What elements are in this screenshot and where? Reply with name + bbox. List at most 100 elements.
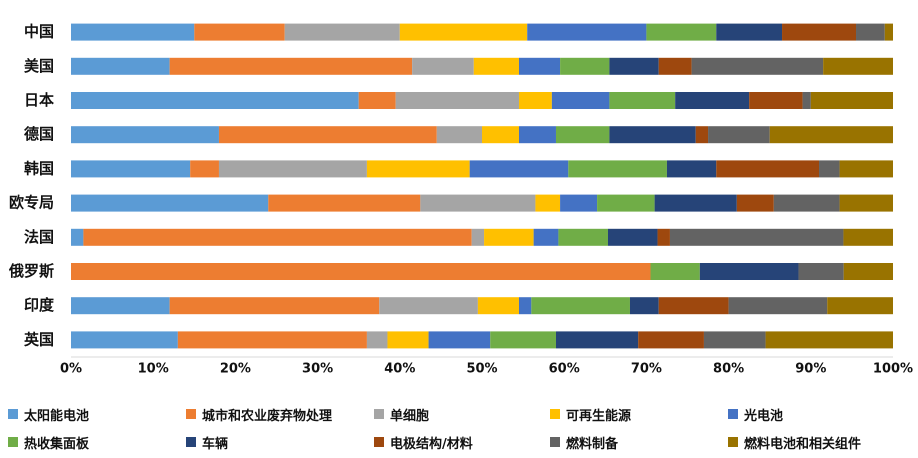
x-tick-label: 40% bbox=[384, 362, 415, 377]
bar-segment bbox=[379, 297, 478, 315]
x-tick-label: 60% bbox=[549, 362, 580, 377]
bar-segment bbox=[884, 23, 893, 41]
legend-item: 光电池 bbox=[728, 405, 908, 424]
bar-segment bbox=[71, 228, 84, 246]
bar-segment bbox=[827, 297, 893, 315]
bar-segment bbox=[558, 228, 608, 246]
legend-label: 车辆 bbox=[202, 436, 229, 452]
bar-segment bbox=[71, 126, 219, 144]
category-label: 欧专局 bbox=[9, 194, 54, 212]
bar-segment bbox=[782, 23, 857, 41]
bar-segment bbox=[843, 228, 893, 246]
legend-swatch bbox=[374, 409, 384, 419]
bar-segment bbox=[531, 297, 630, 315]
bar-segment bbox=[177, 331, 367, 349]
x-tick-label: 100% bbox=[873, 362, 913, 377]
bar-segment bbox=[268, 194, 421, 212]
bar-segment bbox=[708, 126, 770, 144]
legend-item: 车辆 bbox=[186, 433, 374, 452]
legend-label: 可再生能源 bbox=[566, 408, 632, 424]
legend-item: 太阳能电池 bbox=[8, 405, 186, 424]
legend-label: 热收集面板 bbox=[24, 436, 90, 452]
bar-segment bbox=[823, 57, 893, 75]
legend-item: 燃料电池和相关组件 bbox=[728, 433, 908, 452]
bar-segment bbox=[71, 331, 178, 349]
bar-segment bbox=[71, 57, 170, 75]
bar-segment bbox=[71, 92, 359, 109]
bar-segment bbox=[169, 297, 380, 315]
category-label: 美国 bbox=[24, 57, 54, 75]
bar-segment bbox=[646, 23, 717, 41]
bar-segment bbox=[358, 92, 396, 109]
legend-swatch bbox=[374, 437, 384, 447]
legend-item: 可再生能源 bbox=[550, 405, 728, 424]
x-tick-label: 10% bbox=[138, 362, 169, 377]
bar-segment bbox=[839, 160, 893, 178]
bar-segment bbox=[728, 297, 828, 315]
legend-label: 单细胞 bbox=[390, 408, 430, 424]
bar-segment bbox=[428, 331, 491, 349]
legend-swatch bbox=[550, 437, 560, 447]
bar-segment bbox=[716, 23, 783, 41]
x-tick-label: 70% bbox=[631, 362, 662, 377]
bar-segment bbox=[843, 263, 893, 280]
category-label: 德国 bbox=[24, 125, 54, 143]
bar-segment bbox=[366, 331, 388, 349]
bar-segment bbox=[658, 57, 692, 75]
bar-segment bbox=[194, 23, 285, 41]
bar-segment bbox=[518, 126, 556, 144]
bar-segment bbox=[490, 331, 556, 349]
bar-segment bbox=[769, 126, 893, 144]
bar-segment bbox=[473, 57, 519, 75]
bar-segment bbox=[607, 228, 658, 246]
bar-segment bbox=[650, 263, 700, 280]
bar-segment bbox=[638, 331, 704, 349]
bar-segment bbox=[749, 92, 803, 109]
legend-label: 燃料电池和相关组件 bbox=[744, 436, 862, 452]
bar-segment bbox=[535, 194, 561, 212]
bar-segment bbox=[695, 126, 709, 144]
legend-swatch bbox=[8, 409, 18, 419]
bar-segment bbox=[469, 160, 569, 178]
bar-segment bbox=[560, 57, 610, 75]
bar-segment bbox=[609, 126, 696, 144]
bar-segment bbox=[436, 126, 482, 144]
bar-segment bbox=[71, 194, 269, 212]
bar-segment bbox=[518, 297, 532, 315]
bar-segment bbox=[420, 194, 536, 212]
category-label: 英国 bbox=[24, 330, 54, 348]
bar-segment bbox=[839, 194, 893, 212]
bar-segment bbox=[518, 92, 552, 109]
bar-segment bbox=[555, 126, 610, 144]
bar-segment bbox=[387, 331, 429, 349]
bar-segment bbox=[284, 23, 400, 41]
bar-segment bbox=[399, 23, 528, 41]
x-tick-label: 50% bbox=[466, 362, 497, 377]
bar-segment bbox=[802, 92, 811, 109]
legend-item: 电极结构/材料 bbox=[374, 433, 550, 452]
bar-segment bbox=[609, 57, 659, 75]
bar-segment bbox=[658, 297, 729, 315]
bar-segment bbox=[395, 92, 519, 109]
category-label: 韩国 bbox=[24, 159, 54, 177]
category-label: 法国 bbox=[24, 228, 54, 246]
legend-swatch bbox=[728, 437, 738, 447]
legend-swatch bbox=[728, 409, 738, 419]
bar-segment bbox=[71, 23, 195, 41]
legend-swatch bbox=[8, 437, 18, 447]
legend-swatch bbox=[186, 437, 196, 447]
bar-segment bbox=[856, 23, 885, 41]
bar-segment bbox=[218, 126, 437, 144]
bar-segment bbox=[190, 160, 219, 178]
bar-segment bbox=[412, 57, 474, 75]
bar-segment bbox=[71, 263, 651, 280]
legend-label: 光电池 bbox=[744, 408, 784, 424]
legend-label: 城市和农业废弃物处理 bbox=[202, 408, 333, 424]
legend-item: 单细胞 bbox=[374, 405, 550, 424]
bar-segment bbox=[798, 263, 844, 280]
bar-segment bbox=[518, 57, 561, 75]
bar-segment bbox=[71, 160, 191, 178]
bar-segment bbox=[675, 92, 750, 109]
legend-label: 燃料制备 bbox=[566, 436, 619, 452]
